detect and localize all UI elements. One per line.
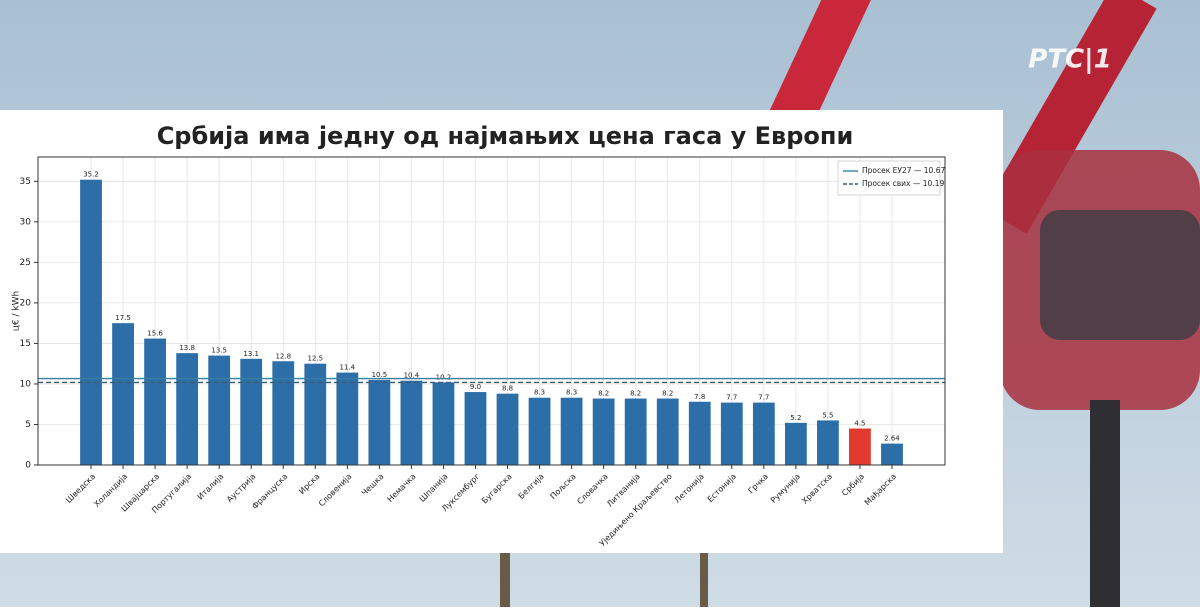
y-tick-label: 0 <box>25 461 31 471</box>
bar <box>144 338 166 465</box>
bar <box>400 380 423 465</box>
bar <box>592 398 615 465</box>
bar <box>720 402 743 465</box>
y-tick-label: 30 <box>20 217 32 227</box>
y-tick-label: 10 <box>20 379 32 389</box>
value-label: 8.2 <box>630 390 641 398</box>
value-label: 10.5 <box>372 371 388 379</box>
value-label: 15.6 <box>147 330 163 338</box>
bar <box>112 323 134 465</box>
value-label: 7.7 <box>726 394 737 402</box>
bar <box>432 382 455 465</box>
bar <box>304 363 327 465</box>
bar <box>752 402 775 465</box>
value-label: 35.2 <box>83 171 99 179</box>
bar <box>368 379 391 465</box>
value-label: 8.3 <box>534 389 545 397</box>
bar <box>817 420 839 465</box>
legend-label: Просек свих — 10.19 <box>862 179 944 188</box>
value-label: 5.5 <box>822 411 833 419</box>
channel-logo: РТС|1 <box>1028 45 1111 75</box>
bar <box>784 422 807 465</box>
y-tick-label: 25 <box>20 258 31 268</box>
bar <box>849 428 871 465</box>
value-label: 13.8 <box>179 344 195 352</box>
bar <box>240 358 263 465</box>
bar <box>464 392 487 465</box>
chart-title: Србија има једну од најмањих цена гаса у… <box>157 122 854 150</box>
bar <box>336 372 359 465</box>
value-label: 17.5 <box>115 314 131 322</box>
plot-frame <box>37 156 946 466</box>
bar <box>496 393 519 465</box>
value-label: 7.7 <box>758 394 769 402</box>
legend-label: Просек ЕУ27 — 10.67 <box>862 166 945 175</box>
y-tick-label: 5 <box>25 420 31 430</box>
value-label: 13.5 <box>211 347 227 355</box>
value-label: 8.8 <box>502 385 513 393</box>
chart-panel <box>0 110 1003 553</box>
value-label: 13.1 <box>243 350 259 358</box>
bar <box>688 401 711 465</box>
value-label: 12.5 <box>307 355 323 363</box>
y-tick-label: 35 <box>20 177 31 187</box>
bar <box>176 353 199 465</box>
background-decoration <box>500 0 1200 607</box>
value-label: 7.8 <box>694 393 705 401</box>
value-label: 8.2 <box>598 390 609 398</box>
value-label: 2.64 <box>884 435 900 443</box>
value-label: 12.8 <box>275 352 291 360</box>
legend-box <box>837 160 941 196</box>
bar <box>528 397 551 465</box>
value-label: 8.2 <box>662 390 673 398</box>
bar <box>560 397 583 465</box>
value-label: 11.4 <box>340 364 356 372</box>
bar <box>208 355 231 465</box>
value-label: 9.0 <box>470 383 481 391</box>
bar <box>656 398 679 465</box>
bar <box>881 443 903 465</box>
y-axis-label: ц€ / kWh <box>12 291 22 331</box>
value-label: 4.5 <box>854 420 865 428</box>
value-label: 10.2 <box>436 373 452 381</box>
y-tick-label: 20 <box>20 298 32 308</box>
bar <box>624 398 647 465</box>
bar <box>80 179 102 465</box>
bar <box>272 361 295 465</box>
value-label: 10.4 <box>404 372 420 380</box>
value-label: 5.2 <box>790 414 801 422</box>
y-tick-label: 15 <box>20 339 31 349</box>
value-label: 8.3 <box>566 389 577 397</box>
